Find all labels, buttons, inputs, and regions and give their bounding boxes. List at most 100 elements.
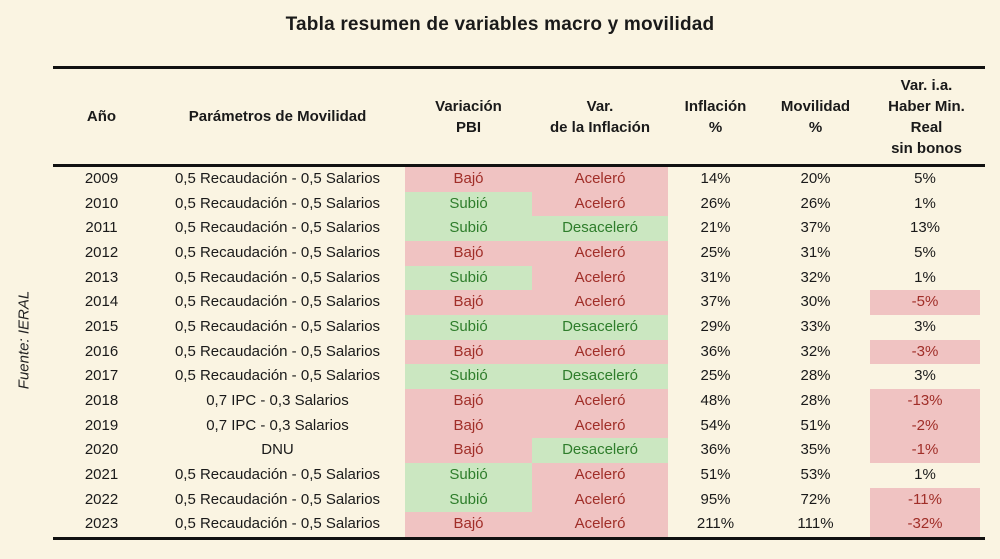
real-min-pension-cell: 3%	[868, 315, 985, 340]
gdp-variation-cell: Bajó	[405, 388, 532, 414]
inflation-pct-cell: 95%	[700, 490, 731, 508]
real-min-pension-value: 1%	[914, 465, 936, 483]
mobility-params-cell: 0,5 Recaudación - 0,5 Salarios	[174, 293, 381, 311]
inflation-pct-cell: 29%	[700, 317, 731, 335]
inflation-variation-cell: Desaceleró	[532, 364, 668, 389]
real-min-pension-cell: 3%	[868, 364, 985, 389]
mobility-params-cell: 0,5 Recaudación - 0,5 Salarios	[174, 170, 381, 187]
inflation-variation-cell: Aceleró	[532, 339, 668, 365]
year-cell: 2019	[84, 416, 119, 434]
column-header-pbi: Variación PBI	[435, 97, 502, 136]
year-cell: 2022	[84, 490, 119, 508]
real-min-pension-cell: 1%	[868, 463, 985, 488]
gdp-variation-cell: Bajó	[405, 240, 532, 266]
table-row: 2016 0,5 Recaudación - 0,5 Salarios Bajó Ac…	[53, 339, 985, 365]
year-cell: 2021	[84, 465, 119, 483]
table-row: 2014 0,5 Recaudación - 0,5 Salarios Bajó Ac…	[53, 290, 985, 315]
year-cell: 2015	[84, 317, 119, 335]
inflation-variation-cell: Aceleró	[532, 240, 668, 266]
inflation-pct-cell: 26%	[700, 194, 731, 212]
inflation-pct-cell: 31%	[700, 268, 731, 286]
gdp-variation-cell: Subió	[405, 216, 532, 241]
mobility-pct-cell: 111%	[797, 515, 834, 533]
table-row: 2021 0,5 Recaudación - 0,5 Salarios Subió A…	[53, 462, 985, 488]
real-min-pension-cell: -32%	[868, 512, 985, 537]
table-row: 2015 0,5 Recaudación - 0,5 Salarios Subió D…	[53, 314, 985, 340]
mobility-params-cell: 0,5 Recaudación - 0,5 Salarios	[174, 465, 381, 483]
mobility-params-cell: 0,5 Recaudación - 0,5 Salarios	[174, 367, 381, 385]
real-min-pension-value: 3%	[914, 367, 936, 385]
real-min-pension-value: 1%	[914, 268, 936, 286]
table-row: 2012 0,5 Recaudación - 0,5 Salarios Bajó Ac…	[53, 240, 985, 266]
table-row: 2018 0,7 IPC - 0,3 Salarios Bajó Aceleró 48%…	[53, 388, 985, 414]
inflation-variation-cell: Aceleró	[532, 191, 668, 217]
inflation-variation-cell: Aceleró	[532, 388, 668, 414]
mobility-pct-cell: 28%	[800, 367, 831, 385]
real-min-pension-cell: -5%	[868, 290, 985, 315]
mobility-params-cell: 0,5 Recaudación - 0,5 Salarios	[174, 268, 381, 286]
real-min-pension-cell: -1%	[868, 438, 985, 463]
mobility-pct-cell: 32%	[800, 268, 831, 286]
mobility-params-cell: 0,5 Recaudación - 0,5 Salarios	[174, 490, 381, 508]
gdp-variation-cell: Bajó	[405, 438, 532, 463]
table-row: 2013 0,5 Recaudación - 0,5 Salarios Subió A…	[53, 265, 985, 291]
table-header-row: Año Parámetros de Movilidad Variación PBI V…	[53, 66, 985, 167]
inflation-variation-cell: Aceleró	[532, 167, 668, 192]
gdp-variation-cell: Bajó	[405, 413, 532, 439]
year-cell: 2013	[84, 268, 119, 286]
year-cell: 2011	[85, 219, 118, 237]
real-min-pension-cell: 5%	[868, 167, 985, 192]
gdp-variation-cell: Bajó	[405, 167, 532, 192]
real-min-pension-value: -2%	[870, 413, 980, 439]
page-title: Tabla resumen de variables macro y movil…	[285, 14, 715, 35]
mobility-params-cell: 0,5 Recaudación - 0,5 Salarios	[174, 219, 381, 237]
inflation-pct-cell: 14%	[700, 170, 731, 187]
inflation-variation-cell: Aceleró	[532, 462, 668, 488]
year-cell: 2018	[84, 391, 119, 409]
real-min-pension-cell: 1%	[868, 266, 985, 291]
inflation-variation-cell: Aceleró	[532, 290, 668, 315]
gdp-variation-cell: Bajó	[405, 512, 532, 537]
mobility-params-cell: 0,7 IPC - 0,3 Salarios	[206, 416, 349, 434]
inflation-pct-cell: 36%	[700, 441, 731, 459]
year-cell: 2023	[84, 515, 119, 533]
gdp-variation-cell: Subió	[405, 487, 532, 513]
table-row: 2023 0,5 Recaudación - 0,5 Salarios Bajó Ac…	[53, 512, 985, 537]
mobility-params-cell: 0,5 Recaudación - 0,5 Salarios	[174, 317, 381, 335]
table-row: 2010 0,5 Recaudación - 0,5 Salarios Subió A…	[53, 191, 985, 217]
column-header-inflation: Inflación %	[684, 97, 747, 136]
inflation-pct-cell: 48%	[700, 391, 731, 409]
source-label: Fuente: IERAL	[15, 290, 33, 390]
table-row: 2022 0,5 Recaudación - 0,5 Salarios Subió A…	[53, 487, 985, 513]
inflation-variation-cell: Desaceleró	[532, 216, 668, 241]
real-min-pension-value: -11%	[870, 487, 980, 513]
mobility-params-cell: 0,5 Recaudación - 0,5 Salarios	[174, 243, 381, 261]
table-row: 2020 DNU Bajó Desaceleró 36% 35% -1%	[53, 438, 985, 463]
real-min-pension-cell: -11%	[868, 487, 985, 513]
real-min-pension-cell: -2%	[868, 413, 985, 439]
gdp-variation-cell: Subió	[405, 364, 532, 389]
mobility-pct-cell: 31%	[800, 243, 831, 261]
inflation-pct-cell: 25%	[700, 367, 731, 385]
table-row: 2009 0,5 Recaudación - 0,5 Salarios Bajó Ac…	[53, 167, 985, 192]
real-min-pension-value: -13%	[870, 388, 980, 414]
mobility-params-cell: 0,5 Recaudación - 0,5 Salarios	[174, 342, 381, 360]
real-min-pension-value: -32%	[870, 512, 980, 537]
mobility-params-cell: DNU	[261, 441, 294, 459]
real-min-pension-cell: -13%	[868, 388, 985, 414]
real-min-pension-value: -3%	[870, 339, 980, 365]
inflation-pct-cell: 36%	[700, 342, 731, 360]
real-min-pension-value: 1%	[914, 194, 936, 212]
mobility-pct-cell: 33%	[800, 317, 831, 335]
inflation-variation-cell: Desaceleró	[532, 438, 668, 463]
gdp-variation-cell: Subió	[405, 191, 532, 217]
real-min-pension-cell: 13%	[868, 216, 985, 241]
mobility-pct-cell: 72%	[800, 490, 831, 508]
inflation-pct-cell: 25%	[700, 243, 731, 261]
real-min-pension-value: 3%	[914, 317, 936, 335]
gdp-variation-cell: Subió	[405, 462, 532, 488]
real-min-pension-cell: 5%	[868, 241, 985, 266]
real-min-pension-cell: 1%	[868, 192, 985, 217]
mobility-pct-cell: 35%	[800, 441, 831, 459]
